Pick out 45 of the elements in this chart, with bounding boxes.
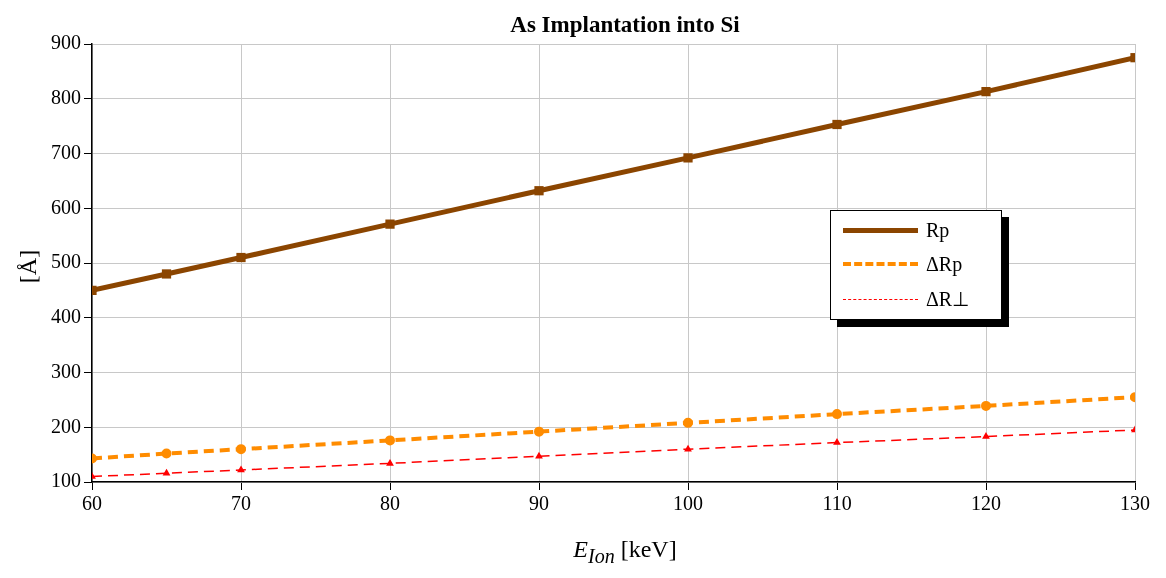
y-tick-label: 400 bbox=[51, 305, 81, 327]
point bbox=[161, 448, 172, 459]
y-tick-label: 900 bbox=[51, 31, 81, 54]
point bbox=[534, 426, 544, 437]
x-tick-label: 80 bbox=[380, 492, 400, 515]
point bbox=[385, 435, 395, 446]
point bbox=[684, 445, 692, 452]
point bbox=[683, 153, 693, 163]
x-tick-label: 60 bbox=[82, 492, 102, 515]
legend-label: ΔR⊥ bbox=[926, 287, 970, 312]
chart-title: As Implantation into Si bbox=[509, 12, 741, 38]
x-tick-label: 70 bbox=[231, 492, 251, 515]
x-axis-title: E$_{Ion}$ [keV] bbox=[572, 536, 678, 568]
point bbox=[832, 409, 842, 420]
point bbox=[833, 438, 841, 445]
y-axis-title: [Å] bbox=[14, 248, 42, 286]
x-tick-label: 90 bbox=[529, 492, 549, 515]
y-tick-label: 700 bbox=[51, 140, 81, 163]
line-series bbox=[92, 426, 1135, 479]
point bbox=[981, 400, 991, 411]
point bbox=[163, 469, 170, 476]
x-tick-label: 100 bbox=[673, 492, 703, 515]
point bbox=[534, 186, 544, 196]
point bbox=[386, 459, 394, 466]
point bbox=[832, 119, 842, 130]
y-tick-label: 800 bbox=[51, 86, 81, 108]
y-tick-label: 300 bbox=[51, 359, 81, 382]
point bbox=[982, 432, 990, 439]
point bbox=[535, 452, 543, 459]
y-tick-label: 100 bbox=[51, 469, 81, 492]
point bbox=[237, 466, 245, 473]
x-tick-label: 130 bbox=[1120, 492, 1150, 515]
point bbox=[161, 269, 172, 279]
y-tick-label: 200 bbox=[51, 414, 81, 437]
y-tick-label: 500 bbox=[51, 250, 81, 273]
point bbox=[385, 219, 395, 229]
point bbox=[236, 252, 246, 263]
legend-label: Rp bbox=[926, 218, 950, 242]
x-tick-label: 110 bbox=[822, 492, 852, 515]
point bbox=[236, 444, 246, 455]
legend-label: ΔRp bbox=[926, 252, 963, 276]
point bbox=[683, 417, 693, 428]
point bbox=[981, 87, 991, 97]
y-tick-label: 600 bbox=[51, 195, 81, 218]
x-tick-label: 120 bbox=[971, 492, 1001, 515]
